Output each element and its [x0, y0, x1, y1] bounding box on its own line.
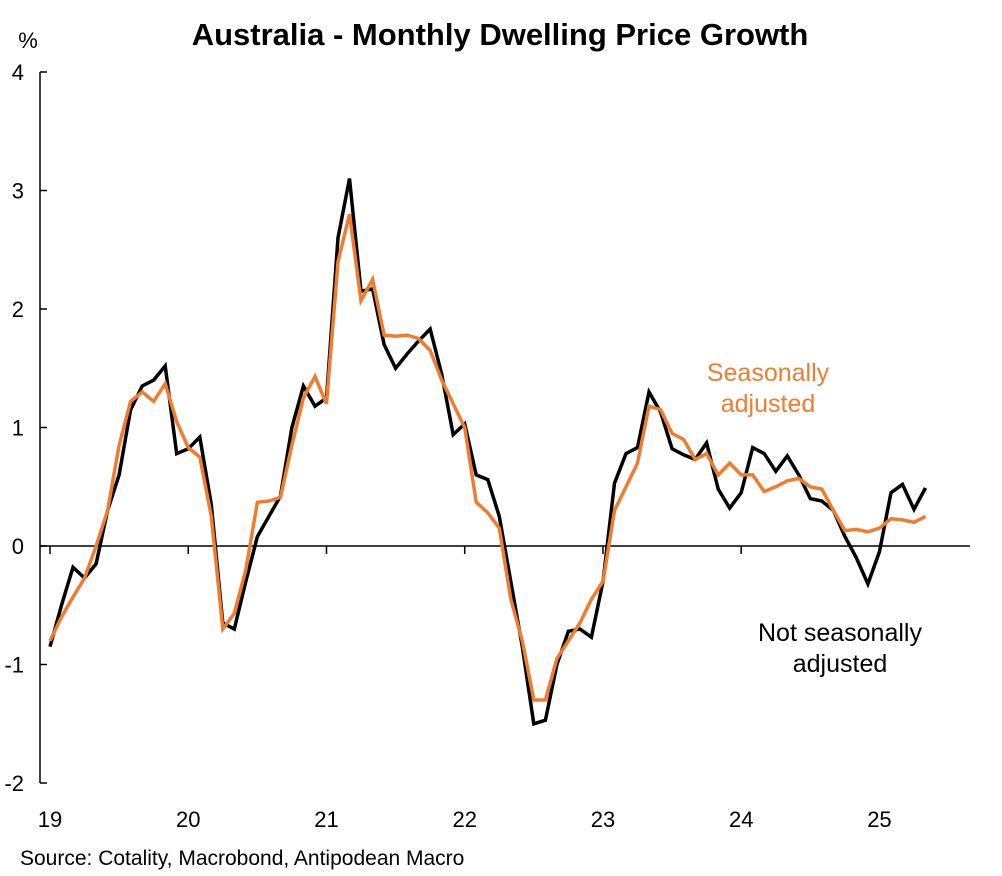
y-tick-label: 0 — [12, 534, 24, 559]
y-tick-label: 4 — [12, 60, 24, 85]
x-tick-label: 23 — [591, 807, 615, 832]
label-not-seasonally-adjusted-1: Not seasonally — [758, 619, 922, 647]
x-tick-label: 25 — [867, 807, 891, 832]
series-group — [48, 178, 928, 727]
x-tick-label: 19 — [38, 807, 62, 832]
x-tick-label: 22 — [452, 807, 476, 832]
x-tick-label: 24 — [729, 807, 753, 832]
y-tick-label: 3 — [12, 179, 24, 204]
source-note: Source: Cotality, Macrobond, Antipodean … — [20, 847, 464, 870]
chart-title: Australia - Monthly Dwelling Price Growt… — [192, 17, 809, 52]
y-axis-unit-label: % — [18, 28, 38, 53]
series-line-seasonally-adjusted — [48, 213, 927, 702]
label-not-seasonally-adjusted-2: adjusted — [793, 650, 888, 678]
label-seasonally-adjusted-2: adjusted — [721, 390, 816, 418]
series-line-not-seasonally-adjusted — [48, 178, 928, 727]
y-tick-label: 2 — [12, 297, 24, 322]
y-tick-label: -2 — [4, 771, 24, 796]
x-tick-label: 21 — [314, 807, 338, 832]
y-tick-label: 1 — [12, 416, 24, 441]
x-tick-label: 20 — [176, 807, 200, 832]
y-tick-label: -1 — [4, 653, 24, 678]
label-seasonally-adjusted-1: Seasonally — [707, 359, 830, 387]
